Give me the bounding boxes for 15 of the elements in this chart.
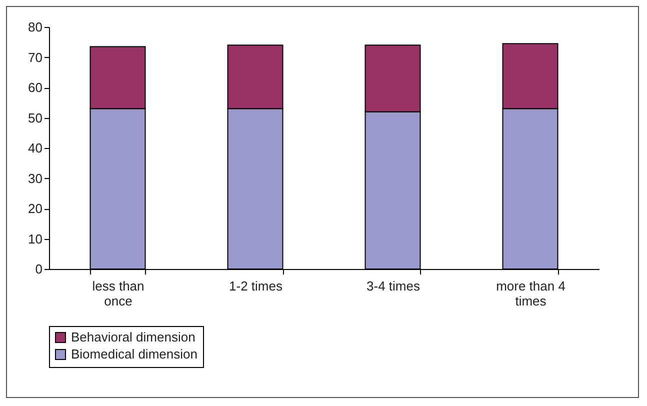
legend-label: Biomedical dimension [71, 346, 198, 362]
y-tick-label: 0 [35, 262, 42, 276]
x-tick-label: more than 4 times [496, 278, 566, 308]
y-tick-label: 30 [28, 170, 42, 186]
y-tick-label: 70 [28, 50, 42, 65]
x-tick-label: 3-4 times [366, 278, 420, 294]
y-tick-label: 40 [28, 140, 42, 156]
y-tick-label: 60 [28, 80, 42, 95]
x-tick-label: less than once [92, 278, 144, 308]
y-tick-label: 80 [28, 20, 42, 34]
y-tick-label: 50 [28, 110, 42, 126]
y-tick-label: 20 [28, 201, 42, 216]
legend-label: Behavioral dimension [71, 330, 196, 344]
y-tick-label: 10 [28, 231, 42, 246]
x-tick-label: 1-2 times [229, 278, 283, 294]
